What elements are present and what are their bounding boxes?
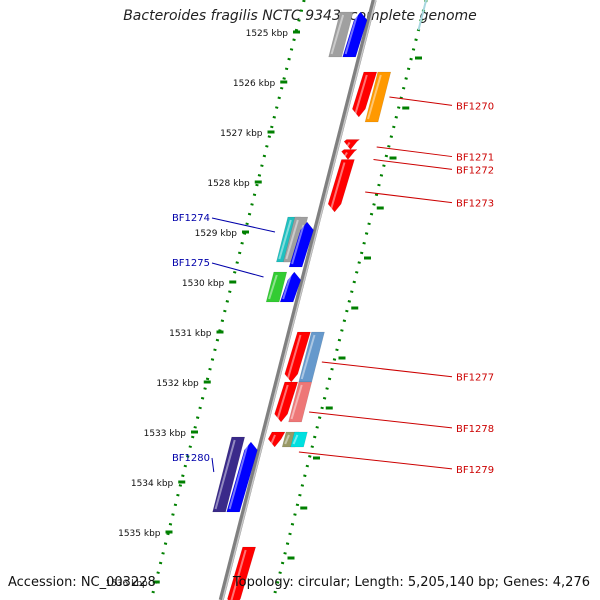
gene-highlight — [354, 74, 368, 115]
gene-leader-line — [321, 361, 453, 378]
gene-label: BF1272 — [456, 165, 494, 176]
gene-highlight — [285, 219, 299, 260]
gene-label: BF1280 — [172, 453, 210, 464]
backbone-line — [218, 0, 377, 600]
gene-highlight — [214, 439, 236, 510]
gene-feature — [267, 431, 286, 448]
gene-highlight — [278, 219, 292, 260]
gene-feature — [212, 436, 246, 513]
gene-label: BF1274 — [172, 213, 210, 224]
tick-label: 1533 kbp — [144, 429, 187, 439]
gene-feature — [342, 11, 368, 58]
genome-summary-text: Topology: circular; Length: 5,205,140 bp… — [232, 575, 590, 590]
gene-feature — [227, 546, 257, 600]
gene-highlight — [270, 434, 276, 445]
tick-label: 1534 kbp — [131, 479, 174, 489]
gene-highlight — [300, 334, 316, 380]
gene-feature — [274, 381, 299, 423]
gene-leader-line — [373, 159, 453, 170]
gene-leader-line — [389, 96, 453, 106]
gene-highlight — [292, 434, 299, 445]
gene-highlight — [284, 434, 290, 445]
tick-label: 1536 kbp — [105, 579, 148, 589]
tick-label: 1535 kbp — [118, 529, 161, 539]
tick-label: 1531 kbp — [169, 329, 212, 339]
gene-feature — [352, 71, 378, 118]
gene-highlight — [343, 151, 348, 158]
gene-feature — [341, 149, 358, 160]
gene-leader-line — [298, 451, 453, 470]
tick-label: 1525 kbp — [246, 29, 289, 39]
gene-label: BF1275 — [172, 258, 210, 269]
backbone-highlight — [221, 0, 377, 600]
tick-label: 1532 kbp — [156, 379, 199, 389]
right-track-cap — [417, 0, 428, 31]
gene-highlight — [290, 384, 303, 420]
gene-feature — [284, 331, 311, 383]
gene-leader-line — [211, 217, 276, 233]
gene-feature — [226, 441, 258, 513]
gene-label: BF1277 — [456, 373, 494, 384]
gene-label: BF1273 — [456, 199, 494, 210]
gene-highlight — [367, 74, 382, 120]
gene-highlight — [230, 549, 247, 600]
gene-label: BF1278 — [456, 424, 494, 435]
tick-label: 1527 kbp — [220, 129, 263, 139]
gene-feature — [364, 71, 392, 123]
gene-highlight — [330, 14, 345, 55]
gene-highlight — [291, 224, 305, 265]
gene-highlight — [276, 384, 289, 420]
gene-feature — [290, 431, 308, 448]
tick-label: 1530 kbp — [182, 279, 225, 289]
tick-label: 1526 kbp — [233, 79, 276, 89]
gene-feature — [343, 139, 361, 150]
gene-leader-line — [309, 411, 453, 429]
map-title: Bacteroides fragilis NCTC 9343, complete… — [123, 8, 477, 24]
gene-highlight — [286, 334, 302, 380]
gene-feature — [328, 11, 354, 58]
gene-highlight — [228, 444, 249, 510]
accession-text: Accession: NC_003228 — [8, 575, 156, 590]
tick-label: 1529 kbp — [195, 229, 238, 239]
gene-leader-line — [211, 262, 264, 278]
gene-highlight — [282, 274, 292, 300]
gene-label: BF1271 — [456, 153, 494, 164]
gene-feature — [288, 221, 314, 268]
gene-leader-line — [376, 146, 453, 158]
gene-leader-line — [211, 457, 215, 473]
tick-label: 1528 kbp — [207, 179, 250, 189]
gene-feature — [279, 271, 302, 303]
gene-feature — [265, 271, 288, 303]
gene-highlight — [330, 162, 346, 210]
gene-label: BF1270 — [456, 101, 494, 112]
gene-highlight — [268, 274, 278, 300]
gene-feature — [288, 381, 313, 423]
gene-label: BF1279 — [456, 465, 494, 476]
gene-highlight — [346, 141, 351, 148]
gene-highlight — [344, 14, 359, 55]
gene-leader-line — [365, 191, 453, 204]
gene-feature — [327, 159, 355, 213]
